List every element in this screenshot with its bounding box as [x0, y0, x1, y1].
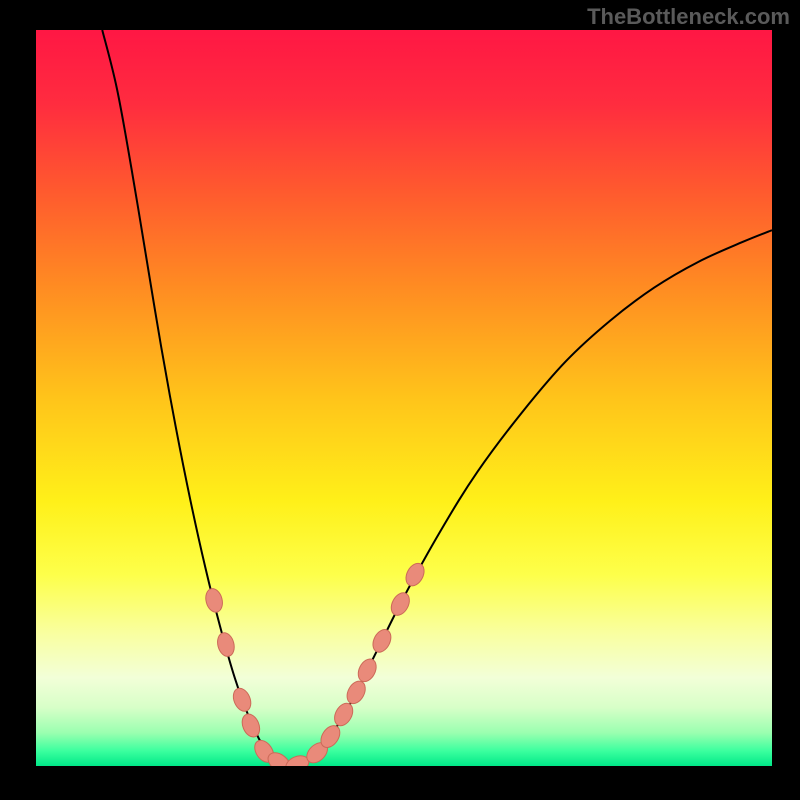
data-marker: [203, 587, 225, 614]
chart-container: TheBottleneck.com: [0, 0, 800, 800]
plot-area: [36, 30, 772, 766]
curve-left-branch: [102, 30, 290, 766]
data-marker: [343, 678, 369, 707]
data-marker: [230, 686, 254, 714]
watermark-text: TheBottleneck.com: [587, 4, 790, 30]
data-marker: [355, 656, 380, 685]
curve-layer: [36, 30, 772, 766]
data-marker: [331, 700, 357, 729]
data-marker: [402, 560, 427, 589]
data-markers: [203, 560, 427, 766]
data-marker: [388, 590, 413, 619]
data-marker: [369, 627, 394, 656]
data-marker: [215, 631, 237, 658]
data-marker: [239, 711, 263, 739]
